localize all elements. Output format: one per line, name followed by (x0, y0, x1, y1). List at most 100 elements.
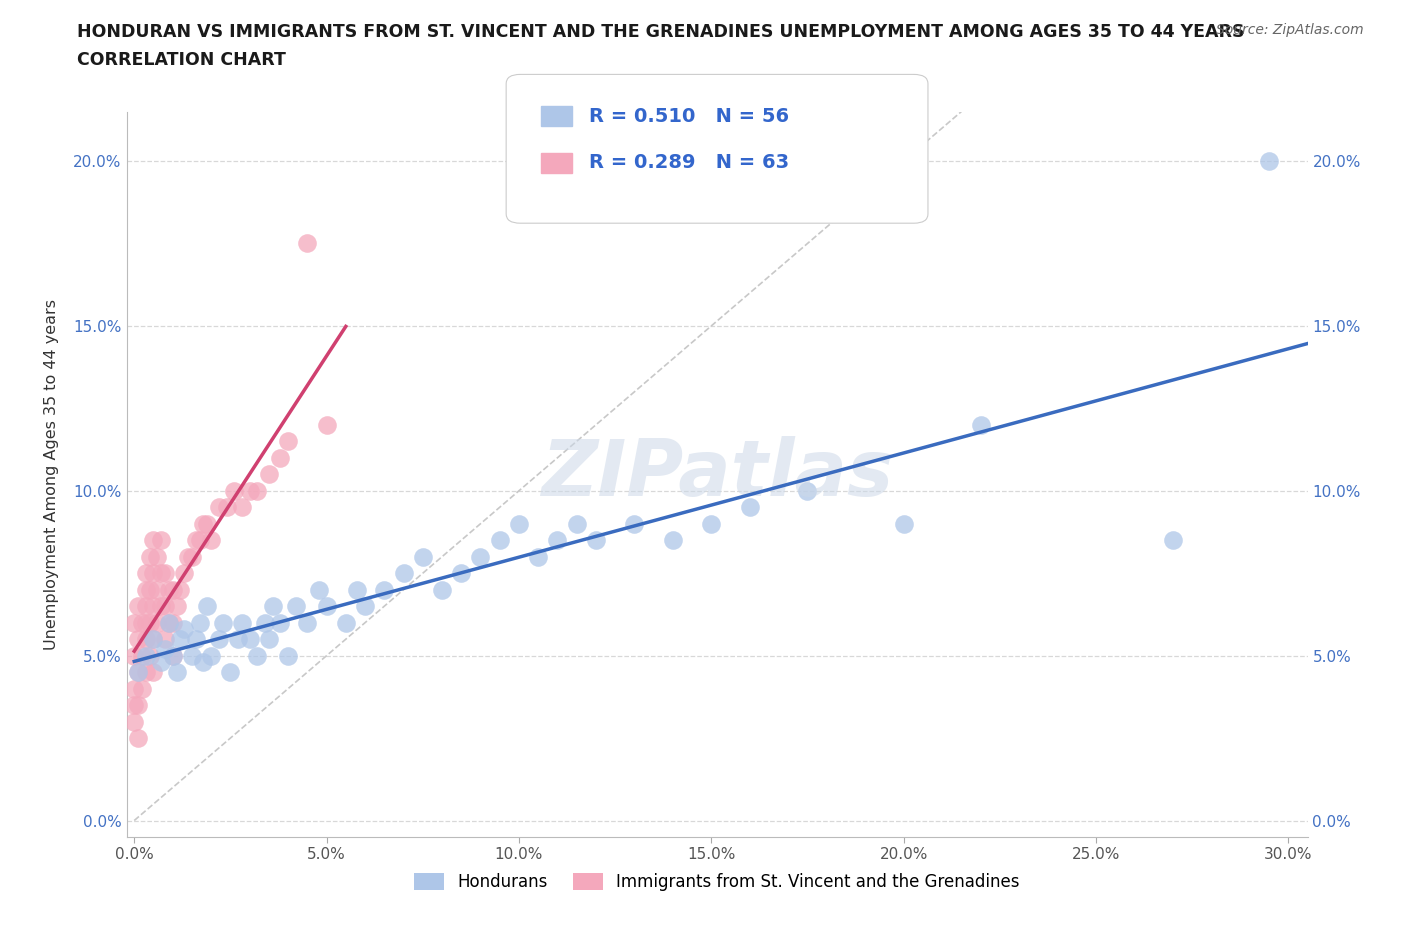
Point (269, 616, 291, 631)
Point (127, 698, 149, 712)
Point (142, 599, 165, 614)
Point (127, 631, 149, 646)
Point (262, 599, 284, 614)
Point (231, 616, 253, 631)
Point (193, 655, 215, 670)
Point (315, 418, 337, 432)
Point (166, 665, 188, 680)
Point (226, 631, 249, 646)
Point (131, 681, 153, 696)
Point (122, 714, 145, 729)
Point (195, 599, 218, 614)
Point (135, 599, 157, 614)
Point (527, 550, 550, 565)
Point (796, 484, 818, 498)
Point (335, 616, 357, 631)
Point (157, 616, 180, 631)
Text: R = 0.510   N = 56: R = 0.510 N = 56 (589, 107, 789, 126)
Point (893, 516, 915, 531)
Point (546, 533, 568, 548)
Point (138, 582, 160, 597)
Point (208, 631, 231, 646)
Point (135, 582, 157, 597)
Point (224, 484, 246, 498)
Point (188, 616, 211, 631)
Point (142, 631, 165, 646)
Text: Source: ZipAtlas.com: Source: ZipAtlas.com (1216, 23, 1364, 37)
Point (315, 599, 337, 614)
Point (146, 582, 169, 597)
Point (308, 582, 330, 597)
Point (346, 582, 368, 597)
Point (969, 418, 991, 432)
Text: HONDURAN VS IMMIGRANTS FROM ST. VINCENT AND THE GRENADINES UNEMPLOYMENT AMONG AG: HONDURAN VS IMMIGRANTS FROM ST. VINCENT … (77, 23, 1244, 41)
Point (146, 550, 169, 565)
Point (135, 616, 157, 631)
Point (470, 550, 492, 565)
Point (127, 665, 149, 680)
Point (131, 616, 153, 631)
Point (157, 616, 180, 631)
Point (150, 565, 173, 580)
Y-axis label: Unemployment Among Ages 35 to 44 years: Unemployment Among Ages 35 to 44 years (45, 299, 59, 650)
Point (122, 681, 145, 696)
Point (122, 616, 145, 631)
Point (153, 599, 176, 614)
Point (153, 642, 176, 657)
Point (208, 499, 231, 514)
Point (142, 665, 165, 680)
Point (162, 648, 184, 663)
Point (150, 533, 173, 548)
Point (150, 599, 173, 614)
Point (162, 648, 184, 663)
Point (169, 582, 191, 597)
Point (127, 731, 149, 746)
Point (173, 622, 195, 637)
Point (297, 236, 319, 251)
Point (138, 616, 160, 631)
Point (127, 599, 149, 614)
Point (211, 616, 233, 631)
Point (373, 582, 395, 597)
Point (269, 450, 291, 465)
Point (162, 582, 184, 597)
Point (246, 648, 269, 663)
Point (412, 550, 434, 565)
Point (450, 565, 472, 580)
Point (200, 533, 222, 548)
Point (254, 616, 277, 631)
Point (153, 631, 176, 646)
Text: R = 0.289   N = 63: R = 0.289 N = 63 (589, 153, 789, 172)
Point (246, 484, 269, 498)
Point (277, 648, 299, 663)
Point (257, 631, 280, 646)
Point (135, 648, 157, 663)
Point (1161, 533, 1184, 548)
Point (177, 550, 200, 565)
Point (662, 533, 685, 548)
Point (700, 516, 723, 531)
Point (181, 550, 204, 565)
Text: ZIPatlas: ZIPatlas (541, 436, 893, 512)
Legend: Hondurans, Immigrants from St. Vincent and the Grenadines: Hondurans, Immigrants from St. Vincent a… (408, 866, 1026, 897)
Point (153, 565, 176, 580)
Point (181, 648, 204, 663)
Point (146, 616, 169, 631)
Point (142, 631, 165, 646)
Point (284, 599, 307, 614)
Point (173, 565, 195, 580)
Point (142, 565, 165, 580)
Text: CORRELATION CHART: CORRELATION CHART (77, 51, 287, 69)
Point (297, 616, 319, 631)
Point (257, 467, 280, 482)
Point (200, 648, 222, 663)
Point (488, 533, 510, 548)
Point (150, 655, 173, 670)
Point (142, 533, 165, 548)
Point (188, 533, 211, 548)
Point (430, 582, 453, 597)
Point (135, 665, 157, 680)
Point (623, 516, 645, 531)
Point (392, 565, 415, 580)
Point (135, 631, 157, 646)
